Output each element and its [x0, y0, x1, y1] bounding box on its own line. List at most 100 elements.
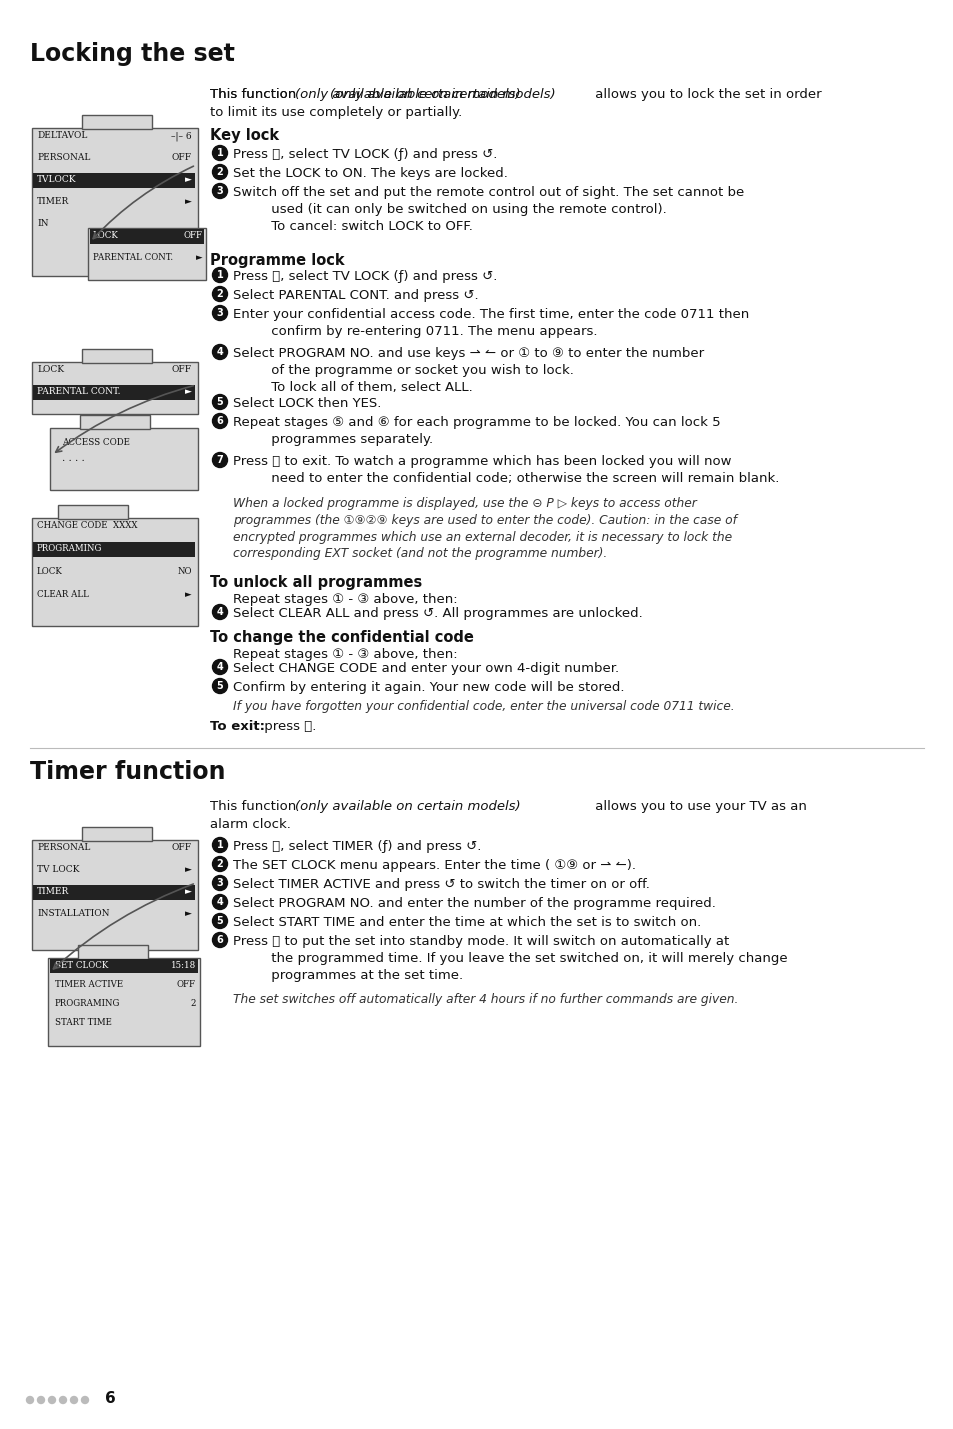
Circle shape — [213, 413, 227, 429]
Text: PERSONAL: PERSONAL — [37, 153, 91, 161]
Bar — [33, 885, 194, 900]
Text: ►: ► — [185, 909, 192, 917]
Text: LOCK: LOCK — [37, 567, 63, 576]
Text: 1: 1 — [216, 270, 223, 280]
Text: To change the confidential code: To change the confidential code — [210, 630, 474, 644]
Text: CHANGE CODE  XXXX: CHANGE CODE XXXX — [37, 522, 137, 530]
Text: Select TIMER ACTIVE and press ↺ to switch the timer on or off.: Select TIMER ACTIVE and press ↺ to switc… — [233, 877, 649, 892]
FancyBboxPatch shape — [58, 504, 128, 519]
Circle shape — [213, 895, 227, 909]
Text: 4: 4 — [216, 662, 223, 672]
Circle shape — [81, 1396, 89, 1403]
Text: ►: ► — [185, 174, 192, 184]
FancyBboxPatch shape — [32, 517, 198, 626]
Text: 3: 3 — [216, 309, 223, 319]
Text: OFF: OFF — [172, 153, 192, 161]
Text: When a locked programme is displayed, use the ⊝ P ▷ keys to access other
program: When a locked programme is displayed, us… — [233, 497, 737, 560]
Text: Confirm by entering it again. Your new code will be stored.: Confirm by entering it again. Your new c… — [233, 682, 624, 694]
Text: to limit its use completely or partially.: to limit its use completely or partially… — [210, 106, 462, 119]
Text: If you have forgotten your confidential code, enter the universal code 0711 twic: If you have forgotten your confidential … — [233, 700, 734, 713]
Text: Select CHANGE CODE and enter your own 4-digit number.: Select CHANGE CODE and enter your own 4-… — [233, 662, 618, 674]
Text: Select PROGRAM NO. and enter the number of the programme required.: Select PROGRAM NO. and enter the number … — [233, 897, 715, 910]
Text: 3: 3 — [216, 186, 223, 196]
Circle shape — [213, 679, 227, 693]
Text: (only available on certain models): (only available on certain models) — [294, 800, 520, 813]
Text: Select CLEAR ALL and press ↺. All programmes are unlocked.: Select CLEAR ALL and press ↺. All progra… — [233, 607, 642, 620]
Circle shape — [37, 1396, 45, 1403]
Text: Select LOCK then YES.: Select LOCK then YES. — [233, 397, 381, 410]
Text: Timer function: Timer function — [30, 760, 225, 785]
Text: 1: 1 — [216, 149, 223, 159]
FancyBboxPatch shape — [82, 349, 152, 363]
Text: The SET CLOCK menu appears. Enter the time ( ①⑨ or ⇀ ↼).: The SET CLOCK menu appears. Enter the ti… — [233, 859, 636, 872]
Text: This function: This function — [210, 89, 300, 101]
Circle shape — [213, 856, 227, 872]
Circle shape — [49, 1396, 55, 1403]
FancyBboxPatch shape — [82, 827, 152, 842]
Text: 4: 4 — [216, 607, 223, 617]
Text: PROGRAMING: PROGRAMING — [55, 999, 120, 1007]
Bar — [90, 229, 204, 244]
Text: ►: ► — [185, 590, 192, 599]
Text: TIMER ACTIVE: TIMER ACTIVE — [55, 980, 123, 989]
Text: Enter your confidential access code. The first time, enter the code 0711 then
  : Enter your confidential access code. The… — [233, 309, 748, 339]
Text: 2: 2 — [216, 289, 223, 299]
Text: ►: ► — [185, 197, 192, 206]
Text: alarm clock.: alarm clock. — [210, 817, 291, 832]
Text: Programme lock: Programme lock — [210, 253, 344, 269]
FancyBboxPatch shape — [32, 129, 198, 276]
Text: Press ⒮ to exit. To watch a programme which has been locked you will now
       : Press ⒮ to exit. To watch a programme wh… — [233, 454, 779, 486]
Circle shape — [213, 660, 227, 674]
FancyBboxPatch shape — [78, 945, 148, 959]
Text: 15:18: 15:18 — [171, 960, 195, 970]
Text: PROGRAMING: PROGRAMING — [37, 544, 102, 553]
Text: (only available on certain models): (only available on certain models) — [330, 89, 555, 101]
Text: ►: ► — [185, 387, 192, 396]
Circle shape — [213, 913, 227, 929]
Text: PERSONAL: PERSONAL — [37, 843, 91, 852]
Text: Press ⒮, select TV LOCK (ƒ) and press ↺.: Press ⒮, select TV LOCK (ƒ) and press ↺. — [233, 149, 497, 161]
Text: allows you to lock the set in order: allows you to lock the set in order — [590, 89, 821, 101]
Circle shape — [27, 1396, 33, 1403]
Bar — [33, 542, 194, 557]
Text: TIMER: TIMER — [37, 887, 70, 896]
Circle shape — [213, 306, 227, 320]
Text: 5: 5 — [216, 916, 223, 926]
Text: ACCESS CODE: ACCESS CODE — [62, 439, 130, 447]
Text: 2: 2 — [216, 167, 223, 177]
Text: INSTALLATION: INSTALLATION — [37, 909, 110, 917]
Text: This function: This function — [210, 89, 300, 101]
Text: Set the LOCK to ON. The keys are locked.: Set the LOCK to ON. The keys are locked. — [233, 167, 507, 180]
Circle shape — [213, 837, 227, 853]
Text: NO: NO — [177, 567, 192, 576]
FancyBboxPatch shape — [32, 840, 198, 950]
Text: 5: 5 — [216, 397, 223, 407]
Text: PARENTAL CONT.: PARENTAL CONT. — [37, 387, 120, 396]
Text: To unlock all programmes: To unlock all programmes — [210, 574, 422, 590]
Text: ►: ► — [185, 887, 192, 896]
Circle shape — [213, 344, 227, 360]
Text: OFF: OFF — [172, 843, 192, 852]
Text: Select START TIME and enter the time at which the set is to switch on.: Select START TIME and enter the time at … — [233, 916, 700, 929]
Text: This function: This function — [210, 800, 300, 813]
Text: TVLOCK: TVLOCK — [37, 174, 76, 184]
Circle shape — [213, 394, 227, 410]
Bar — [33, 173, 194, 189]
Text: Repeat stages ① - ③ above, then:: Repeat stages ① - ③ above, then: — [233, 647, 457, 662]
Text: TV LOCK: TV LOCK — [37, 865, 79, 875]
Text: OFF: OFF — [177, 980, 195, 989]
FancyBboxPatch shape — [32, 362, 198, 414]
Text: The set switches off automatically after 4 hours if no further commands are give: The set switches off automatically after… — [233, 993, 738, 1006]
Text: 5: 5 — [216, 682, 223, 692]
Text: ►: ► — [185, 865, 192, 875]
Text: PARENTAL CONT.: PARENTAL CONT. — [92, 253, 172, 262]
Text: 1: 1 — [216, 840, 223, 850]
Text: OFF: OFF — [184, 231, 203, 240]
Circle shape — [213, 933, 227, 947]
Text: Locking the set: Locking the set — [30, 41, 234, 66]
Text: OFF: OFF — [172, 364, 192, 374]
Text: Select PROGRAM NO. and use keys ⇀ ↼ or ① to ⑨ to enter the number
         of th: Select PROGRAM NO. and use keys ⇀ ↼ or ①… — [233, 347, 703, 394]
FancyBboxPatch shape — [48, 957, 200, 1046]
Text: SET CLOCK: SET CLOCK — [55, 960, 109, 970]
Text: DELTAVOL: DELTAVOL — [37, 131, 88, 140]
